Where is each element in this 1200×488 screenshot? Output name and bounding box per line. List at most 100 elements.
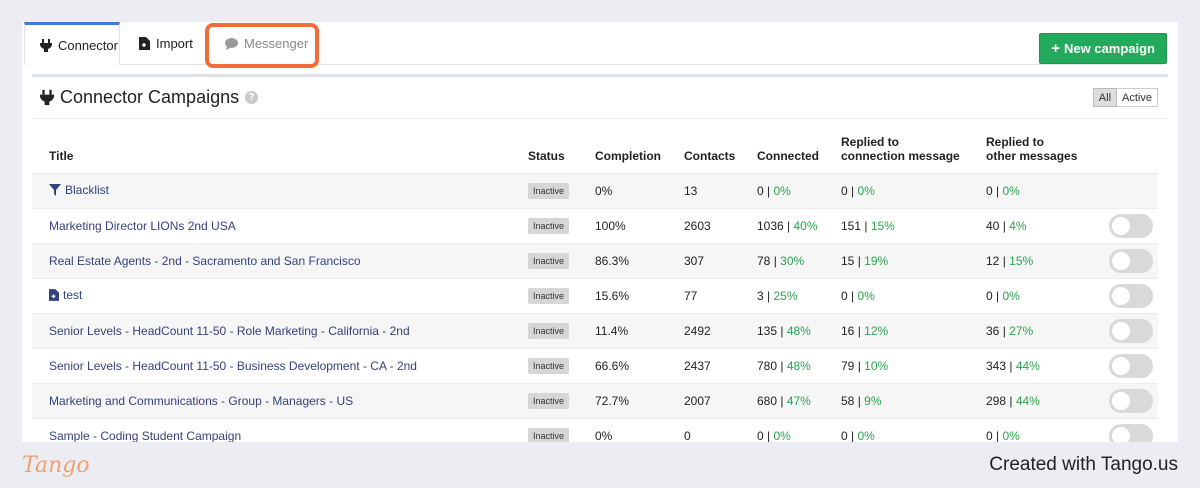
campaign-link[interactable]: Marketing Director LIONs 2nd USA — [49, 219, 236, 233]
help-icon[interactable]: ? — [245, 90, 259, 104]
campaign-link[interactable]: test — [49, 288, 82, 302]
campaign-active-toggle[interactable] — [1109, 318, 1153, 343]
tab-underline — [120, 64, 1162, 65]
campaign-link[interactable]: Marketing and Communications - Group - M… — [49, 394, 353, 408]
cell-toggle — [1108, 208, 1158, 244]
cell-replied-connection: 15 | 19% — [841, 243, 986, 279]
cell-toggle — [1108, 243, 1158, 279]
campaign-link[interactable]: Blacklist — [49, 183, 109, 197]
tab-import[interactable]: Import — [124, 22, 208, 65]
campaign-active-toggle[interactable] — [1109, 213, 1153, 238]
cell-toggle — [1108, 348, 1158, 384]
campaign-active-toggle[interactable] — [1109, 353, 1153, 378]
table-row: Marketing Director LIONs 2nd USA Inactive… — [32, 208, 1158, 244]
messenger-tab-highlight — [205, 23, 319, 68]
filter-active-button[interactable]: Active — [1117, 88, 1158, 107]
tango-footer: Tango Created with Tango.us — [0, 442, 1200, 488]
cell-connected: 780 | 48% — [757, 348, 841, 384]
cell-connected: 78 | 30% — [757, 243, 841, 279]
column-header-toggle — [1108, 119, 1158, 174]
plug-icon — [40, 89, 54, 106]
campaign-active-toggle[interactable] — [1109, 423, 1153, 442]
campaign-title: Marketing and Communications - Group - M… — [49, 393, 354, 408]
new-campaign-label: New campaign — [1063, 41, 1155, 56]
toggle-knob — [1112, 391, 1130, 410]
campaign-active-toggle[interactable] — [1109, 283, 1153, 308]
cell-completion: 86.3% — [595, 243, 684, 279]
status-badge: Inactive — [528, 392, 570, 409]
cell-toggle — [1108, 313, 1158, 349]
cell-replied-connection: 0 | 0% — [841, 418, 986, 442]
campaign-title: Sample - Coding Student Campaign — [49, 428, 242, 443]
cell-replied-connection: 16 | 12% — [841, 313, 986, 349]
chat-bubble-icon — [225, 37, 238, 50]
cell-replied-other: 0 | 0% — [986, 173, 1108, 209]
campaign-title: test — [63, 287, 83, 302]
cell-status: Inactive — [528, 383, 595, 419]
tango-logo: Tango — [22, 452, 90, 478]
cell-title: Sample - Coding Student Campaign — [32, 418, 528, 442]
cell-status: Inactive — [528, 278, 595, 314]
cell-connected: 1036 | 40% — [757, 208, 841, 244]
toggle-knob — [1112, 321, 1130, 340]
table-row: Senior Levels - HeadCount 11-50 - Busine… — [32, 348, 1158, 384]
tab-messenger[interactable]: Messenger — [210, 22, 323, 65]
cell-status: Inactive — [528, 313, 595, 349]
cell-title: Real Estate Agents - 2nd - Sacramento an… — [32, 243, 528, 279]
cell-replied-connection: 0 | 0% — [841, 278, 986, 314]
filter-icon — [49, 183, 61, 196]
toggle-knob — [1112, 251, 1130, 270]
header-rule — [32, 118, 1168, 119]
cell-contacts: 307 — [684, 243, 757, 279]
campaign-title: Senior Levels - HeadCount 11-50 - Role M… — [49, 323, 410, 338]
column-header-replied-other: Replied to other messages — [986, 119, 1108, 174]
plug-icon — [40, 38, 52, 52]
table-row: Marketing and Communications - Group - M… — [32, 383, 1158, 419]
cell-completion: 0% — [595, 173, 684, 209]
status-badge: Inactive — [528, 357, 570, 374]
section-heading: Connector Campaigns ? — [40, 86, 259, 108]
campaign-link[interactable]: Sample - Coding Student Campaign — [49, 429, 241, 443]
cell-replied-other: 298 | 44% — [986, 383, 1108, 419]
toggle-knob — [1112, 286, 1130, 305]
campaign-link[interactable]: Senior Levels - HeadCount 11-50 - Role M… — [49, 324, 410, 338]
campaign-active-toggle[interactable] — [1109, 248, 1153, 273]
cell-title: Blacklist — [32, 173, 528, 209]
cell-status: Inactive — [528, 418, 595, 442]
campaign-title: Senior Levels - HeadCount 11-50 - Busine… — [49, 358, 417, 373]
status-badge: Inactive — [528, 322, 570, 339]
toggle-knob — [1112, 356, 1130, 375]
tab-connector[interactable]: Connector — [24, 22, 120, 65]
cell-replied-connection: 58 | 9% — [841, 383, 986, 419]
campaign-link[interactable]: Senior Levels - HeadCount 11-50 - Busine… — [49, 359, 417, 373]
cell-replied-other: 36 | 27% — [986, 313, 1108, 349]
cell-completion: 11.4% — [595, 313, 684, 349]
cell-replied-other: 12 | 15% — [986, 243, 1108, 279]
campaign-link[interactable]: Real Estate Agents - 2nd - Sacramento an… — [49, 254, 361, 268]
status-badge: Inactive — [528, 182, 570, 199]
cell-title: Marketing and Communications - Group - M… — [32, 383, 528, 419]
cell-completion: 72.7% — [595, 383, 684, 419]
filter-all-button[interactable]: All — [1092, 88, 1118, 107]
cell-toggle — [1108, 383, 1158, 419]
table-header-row: Title Status Completion Contacts Connect… — [32, 119, 1158, 174]
cell-title: test — [32, 278, 528, 314]
cell-contacts: 77 — [684, 278, 757, 314]
column-header-replied-connection: Replied to connection message — [841, 119, 986, 174]
table-row: test Inactive 15.6% 77 3 | 25% 0 | 0% 0 | 0% — [32, 278, 1158, 314]
cell-connected: 135 | 48% — [757, 313, 841, 349]
campaign-filter: All Active — [1092, 88, 1158, 107]
file-import-icon — [49, 288, 59, 301]
cell-replied-other: 0 | 0% — [986, 278, 1108, 314]
cell-connected: 0 | 0% — [757, 418, 841, 442]
cell-completion: 100% — [595, 208, 684, 244]
new-campaign-button[interactable]: + New campaign — [1039, 33, 1167, 64]
cell-toggle — [1108, 278, 1158, 314]
cell-contacts: 2007 — [684, 383, 757, 419]
table-row: Senior Levels - HeadCount 11-50 - Role M… — [32, 313, 1158, 349]
cell-connected: 0 | 0% — [757, 173, 841, 209]
cell-completion: 0% — [595, 418, 684, 442]
cell-completion: 15.6% — [595, 278, 684, 314]
cell-replied-other: 343 | 44% — [986, 348, 1108, 384]
campaign-active-toggle[interactable] — [1109, 388, 1153, 413]
